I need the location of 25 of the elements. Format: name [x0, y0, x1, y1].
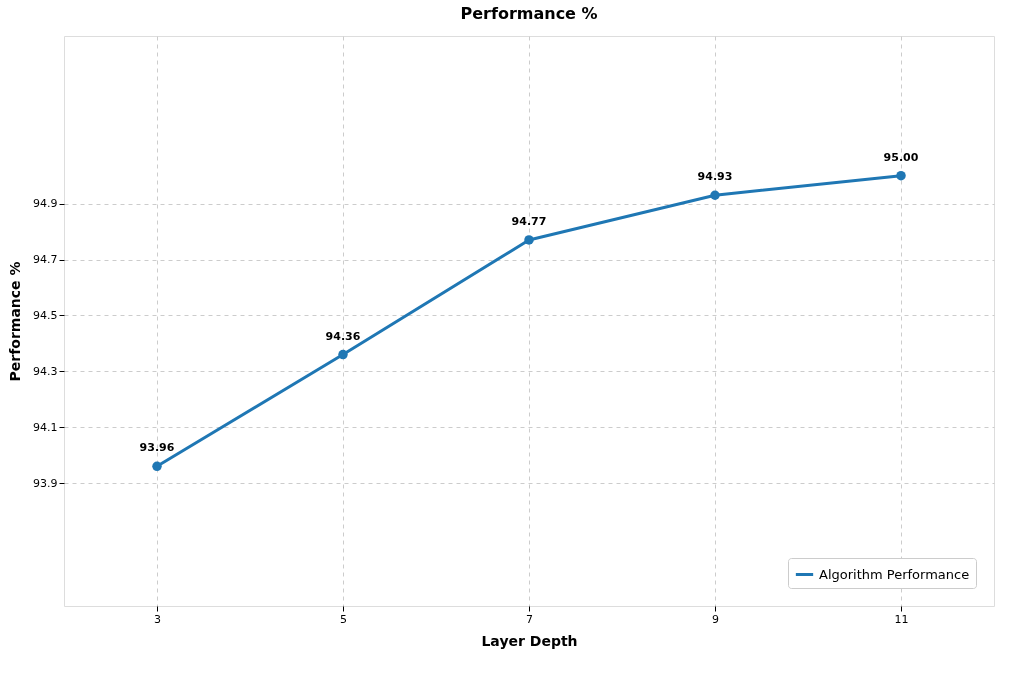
data-label: 94.36 — [325, 329, 361, 343]
point — [152, 461, 162, 472]
x-tick-label: 7 — [526, 612, 533, 626]
point — [896, 170, 906, 181]
y-axis-title: Performance % — [7, 261, 24, 382]
data-label: 93.96 — [139, 441, 175, 455]
x-axis-title: Layer Depth — [481, 632, 578, 649]
data-label: 94.93 — [697, 170, 733, 184]
y-tick-label: 94.9 — [33, 197, 58, 211]
point — [710, 190, 720, 200]
y-tick-label: 94.7 — [33, 253, 58, 267]
y-tick-label: 94.1 — [33, 420, 58, 434]
y-tick-label: 94.5 — [33, 308, 58, 322]
legend-label: Algorithm Performance — [819, 566, 970, 582]
data-label: 94.77 — [511, 214, 547, 228]
y-tick-label: 93.9 — [33, 476, 58, 490]
y-tick-label: 94.3 — [33, 364, 58, 378]
chart-title: Performance % — [460, 4, 598, 23]
x-tick-label: 11 — [894, 612, 909, 626]
x-tick-label: 9 — [712, 612, 719, 626]
point — [524, 235, 534, 245]
data-label: 95.00 — [883, 150, 919, 164]
x-tick-label: 5 — [340, 612, 347, 626]
x-tick-label: 3 — [154, 612, 161, 626]
point — [338, 349, 348, 360]
